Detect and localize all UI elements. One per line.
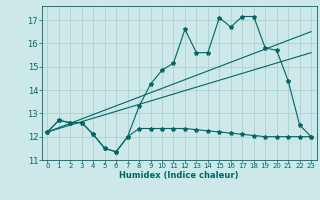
X-axis label: Humidex (Indice chaleur): Humidex (Indice chaleur)	[119, 171, 239, 180]
